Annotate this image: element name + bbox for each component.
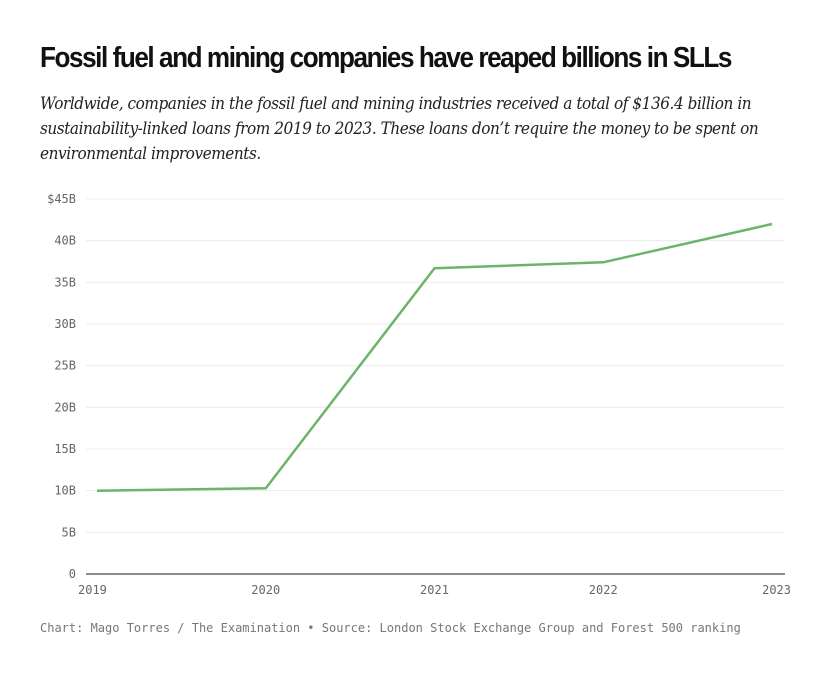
y-axis-ticks: 0 5B 10B 15B 20B 25B 30B 35B 40B $45B	[47, 192, 76, 581]
y-tick-label: 35B	[54, 275, 76, 289]
y-tick-label: 0	[69, 567, 76, 581]
gridlines	[86, 198, 785, 533]
chart-title: Fossil fuel and mining companies have re…	[40, 42, 732, 74]
line-chart: 0 5B 10B 15B 20B 25B 30B 35B 40B $45B 2019 2020 202…	[47, 192, 791, 597]
y-tick-label: 25B	[54, 359, 76, 373]
x-tick-label: 2019	[78, 583, 107, 597]
y-tick-label: 20B	[54, 400, 76, 414]
x-tick-label: 2022	[589, 583, 618, 597]
series-line	[96, 222, 773, 492]
y-tick-label: 10B	[54, 484, 76, 498]
x-tick-label: 2021	[420, 583, 449, 597]
y-tick-label: $45B	[47, 192, 76, 206]
y-tick-label: 40B	[54, 234, 76, 248]
x-tick-label: 2023	[762, 583, 791, 597]
chart-subtitle: Worldwide, companies in the fossil fuel …	[40, 94, 759, 164]
x-axis-ticks: 2019 2020 2021 2022 2023	[78, 583, 791, 597]
y-tick-label: 30B	[54, 317, 76, 331]
chart-credit: Chart: Mago Torres / The Examination • S…	[40, 621, 741, 635]
x-tick-label: 2020	[251, 583, 280, 597]
y-tick-label: 15B	[54, 442, 76, 456]
y-tick-label: 5B	[62, 525, 76, 539]
